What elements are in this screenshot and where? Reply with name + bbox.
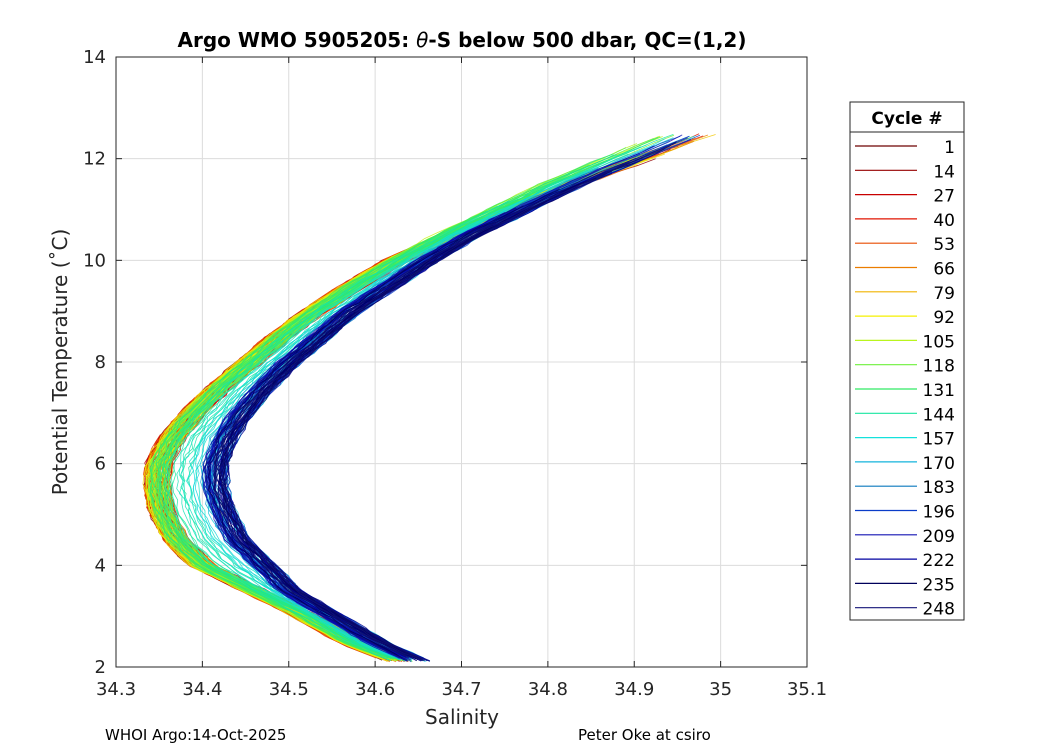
profile-curve-cycle — [147, 213, 481, 658]
legend-label: 183 — [923, 478, 955, 498]
chart-title-suffix: -S below 500 dbar, QC=(1,2) — [428, 28, 746, 52]
profile-curve-cycle — [192, 166, 600, 658]
legend: Cycle # 1 14 27 40 53 66 79 92 105 118 131 144 157 17… — [849, 101, 965, 621]
profile-curve-cycle — [150, 153, 614, 662]
chart-title: Argo WMO 5905205: θ-S below 500 dbar, QC… — [178, 28, 747, 52]
y-tick-label: 14 — [83, 47, 106, 68]
footer-left: WHOI Argo:14-Oct-2025 — [105, 726, 286, 744]
x-tick-label: 34.8 — [528, 679, 568, 700]
legend-label: 92 — [933, 308, 955, 328]
legend-label: 118 — [923, 357, 955, 377]
chart-title-prefix: Argo WMO 5905205: — [178, 28, 417, 52]
profile-curve-cycle — [213, 199, 544, 659]
legend-label: 79 — [933, 284, 955, 304]
y-tick-label: 10 — [83, 250, 106, 271]
profile-curve-cycle — [205, 207, 517, 661]
x-tick-label: 34.9 — [614, 679, 654, 700]
y-axis-label: Potential Temperature (˚C) — [48, 229, 72, 496]
legend-label: 235 — [923, 575, 955, 595]
x-tick-label: 34.5 — [269, 679, 309, 700]
chart-title-symbol: θ — [416, 28, 428, 52]
y-tick-label: 2 — [95, 657, 106, 678]
legend-label: 248 — [923, 600, 955, 620]
legend-label: 157 — [923, 430, 955, 450]
profile-curves — [142, 133, 716, 663]
x-tick-label: 35 — [709, 679, 732, 700]
x-tick-label: 34.6 — [355, 679, 395, 700]
y-axis-ticks: 2 4 6 8 10 12 14 — [83, 47, 807, 678]
profile-curve-cycle — [213, 157, 637, 657]
legend-label: 196 — [923, 503, 955, 523]
profile-curve-cycle — [206, 213, 509, 657]
legend-label: 170 — [923, 454, 955, 474]
profile-curve-cycle — [148, 202, 501, 657]
legend-label: 53 — [933, 235, 955, 255]
x-axis-ticks: 34.3 34.4 34.5 34.6 34.7 34.8 34.9 35 35.1 — [96, 57, 827, 700]
legend-label: 40 — [933, 211, 955, 231]
footer-right: Peter Oke at csiro — [578, 726, 711, 744]
profile-curve-cycle — [180, 202, 519, 658]
x-tick-label: 34.3 — [96, 679, 136, 700]
legend-label: 27 — [933, 187, 955, 207]
legend-label: 144 — [923, 405, 955, 425]
profile-curve-cycle — [164, 213, 492, 659]
legend-entries: 1 14 27 40 53 66 79 92 105 118 131 144 157 170 183 196 2… — [855, 138, 955, 620]
y-tick-label: 4 — [95, 555, 106, 576]
legend-title: Cycle # — [871, 109, 942, 129]
legend-label: 105 — [923, 332, 955, 352]
legend-label: 66 — [933, 260, 955, 280]
x-tick-label: 34.7 — [441, 679, 481, 700]
y-tick-label: 8 — [95, 352, 106, 373]
legend-label: 14 — [933, 162, 955, 182]
profile-curve-cycle — [165, 200, 510, 661]
legend-box — [849, 101, 965, 621]
x-tick-label: 35.1 — [787, 679, 827, 700]
profile-curve-cycle — [178, 210, 499, 662]
profile-curve-cycle — [159, 154, 617, 659]
legend-label: 131 — [923, 381, 955, 401]
profile-curve-cycle — [224, 175, 603, 662]
profile-curve-cycle — [218, 145, 671, 661]
legend-label: 1 — [944, 138, 955, 158]
legend-label: 222 — [923, 551, 955, 571]
legend-label: 209 — [923, 527, 955, 547]
y-tick-label: 6 — [95, 454, 106, 475]
y-tick-label: 12 — [83, 149, 106, 170]
x-tick-label: 34.4 — [182, 679, 222, 700]
x-axis-label: Salinity — [425, 705, 499, 729]
